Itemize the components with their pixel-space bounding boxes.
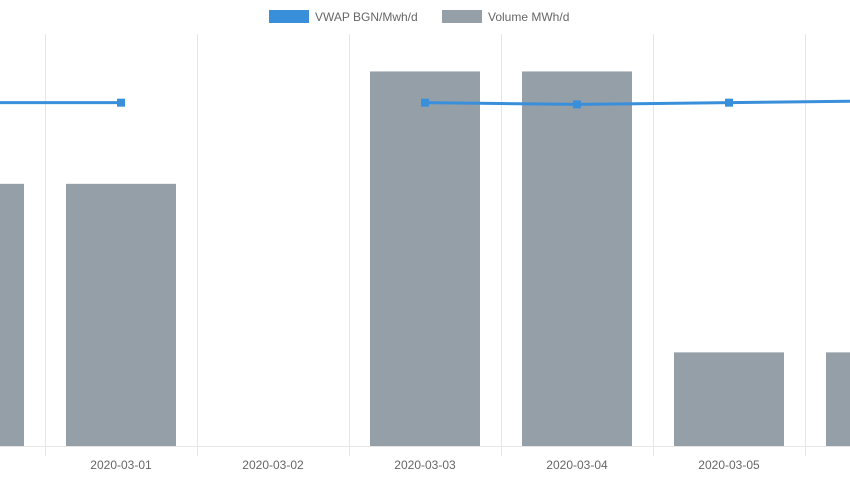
vwap-line	[0, 98, 850, 109]
x-axis-ticks: 92020-03-012020-03-022020-03-032020-03-0…	[90, 458, 760, 472]
volume-bars	[0, 71, 850, 447]
vwap-point[interactable]	[117, 98, 125, 107]
x-tick-label: 2020-03-04	[546, 458, 608, 472]
x-tick-label: 2020-03-03	[394, 458, 456, 472]
volume-bar[interactable]	[370, 71, 480, 447]
legend: VWAP BGN/Mwh/d Volume MWh/d	[269, 10, 569, 24]
legend-label-vwap: VWAP BGN/Mwh/d	[315, 10, 418, 24]
volume-bar[interactable]	[66, 183, 176, 446]
legend-item-vwap[interactable]: VWAP BGN/Mwh/d	[269, 10, 418, 24]
legend-swatch-vwap	[269, 10, 309, 23]
volume-bar[interactable]	[522, 71, 632, 447]
legend-item-volume[interactable]: Volume MWh/d	[442, 10, 569, 24]
vwap-point[interactable]	[725, 98, 733, 107]
vwap-point[interactable]	[573, 100, 581, 109]
legend-swatch-volume	[442, 10, 482, 23]
legend-label-volume: Volume MWh/d	[488, 10, 569, 24]
volume-bar[interactable]	[0, 183, 24, 446]
volume-bar[interactable]	[826, 352, 850, 446]
x-tick-label: 2020-03-05	[698, 458, 760, 472]
volume-bar[interactable]	[674, 352, 784, 446]
vwap-point[interactable]	[421, 98, 429, 107]
x-tick-label: 2020-03-01	[90, 458, 152, 472]
vwap-line-segment	[424, 99, 850, 106]
x-tick-label: 2020-03-02	[242, 458, 304, 472]
